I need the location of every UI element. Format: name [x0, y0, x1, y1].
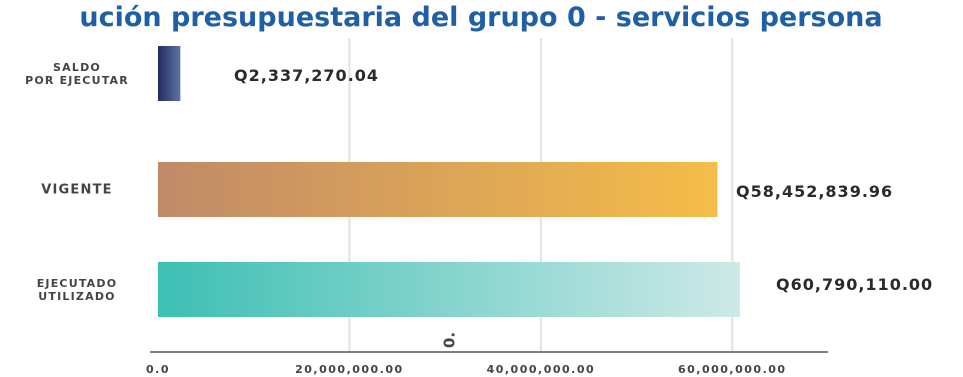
- category-label-ejecutado-line-2: UTILIZADO: [38, 290, 115, 303]
- chart-title: ución presupuestaria del grupo 0 - servi…: [79, 2, 882, 33]
- category-label-ejecutado-line-1: EJECUTADO: [37, 277, 118, 290]
- x-tick-label-0: 0.0: [146, 363, 170, 376]
- bar-saldo: [158, 46, 181, 101]
- labels: 0.0 20,000,000.00 40,000,000.00 60,000,000.…: [25, 61, 933, 376]
- bar-ejecutado: [158, 262, 740, 317]
- category-label-vigente: VIGENTE: [41, 183, 112, 198]
- bar-vigente: [158, 162, 718, 217]
- bars: [158, 46, 740, 317]
- value-label-saldo: Q2,337,270.04: [234, 66, 379, 85]
- category-label-saldo-line-2: POR EJECUTAR: [25, 74, 129, 87]
- x-tick-label-2: 40,000,000.00: [487, 363, 596, 376]
- category-label-saldo-line-1: SALDO: [53, 61, 101, 74]
- x-tick-label-3: 60,000,000.00: [678, 363, 787, 376]
- value-label-ejecutado: Q60,790,110.00: [776, 275, 933, 294]
- x-tick-label-1: 20,000,000.00: [295, 363, 404, 376]
- value-label-vigente: Q58,452,839.96: [736, 182, 893, 201]
- stray-label: 0.: [441, 332, 459, 348]
